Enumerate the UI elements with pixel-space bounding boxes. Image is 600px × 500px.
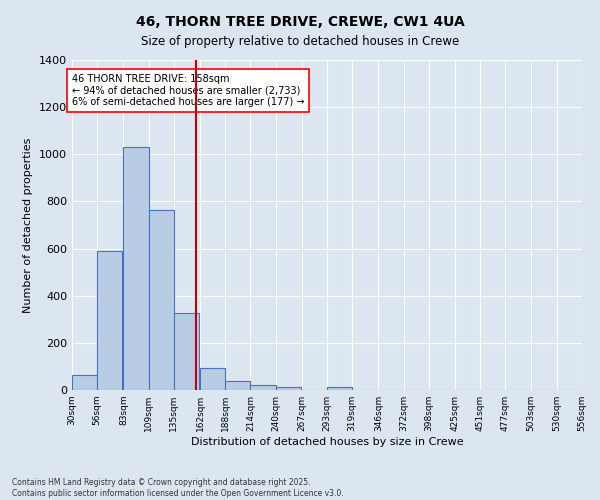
Bar	[250, 385, 275, 390]
Bar	[97, 251, 122, 390]
Bar	[200, 368, 225, 390]
Text: Contains HM Land Registry data © Crown copyright and database right 2025.
Contai: Contains HM Land Registry data © Crown c…	[12, 478, 344, 498]
Bar	[225, 381, 250, 390]
Bar	[327, 387, 352, 390]
Bar	[174, 314, 199, 390]
Text: 46 THORN TREE DRIVE: 158sqm
← 94% of detached houses are smaller (2,733)
6% of s: 46 THORN TREE DRIVE: 158sqm ← 94% of det…	[72, 74, 305, 108]
X-axis label: Distribution of detached houses by size in Crewe: Distribution of detached houses by size …	[191, 437, 463, 447]
Y-axis label: Number of detached properties: Number of detached properties	[23, 138, 34, 312]
Bar	[275, 386, 301, 390]
Bar	[124, 147, 149, 390]
Text: Size of property relative to detached houses in Crewe: Size of property relative to detached ho…	[141, 35, 459, 48]
Text: 46, THORN TREE DRIVE, CREWE, CW1 4UA: 46, THORN TREE DRIVE, CREWE, CW1 4UA	[136, 15, 464, 29]
Bar	[149, 210, 174, 390]
Bar	[72, 374, 97, 390]
